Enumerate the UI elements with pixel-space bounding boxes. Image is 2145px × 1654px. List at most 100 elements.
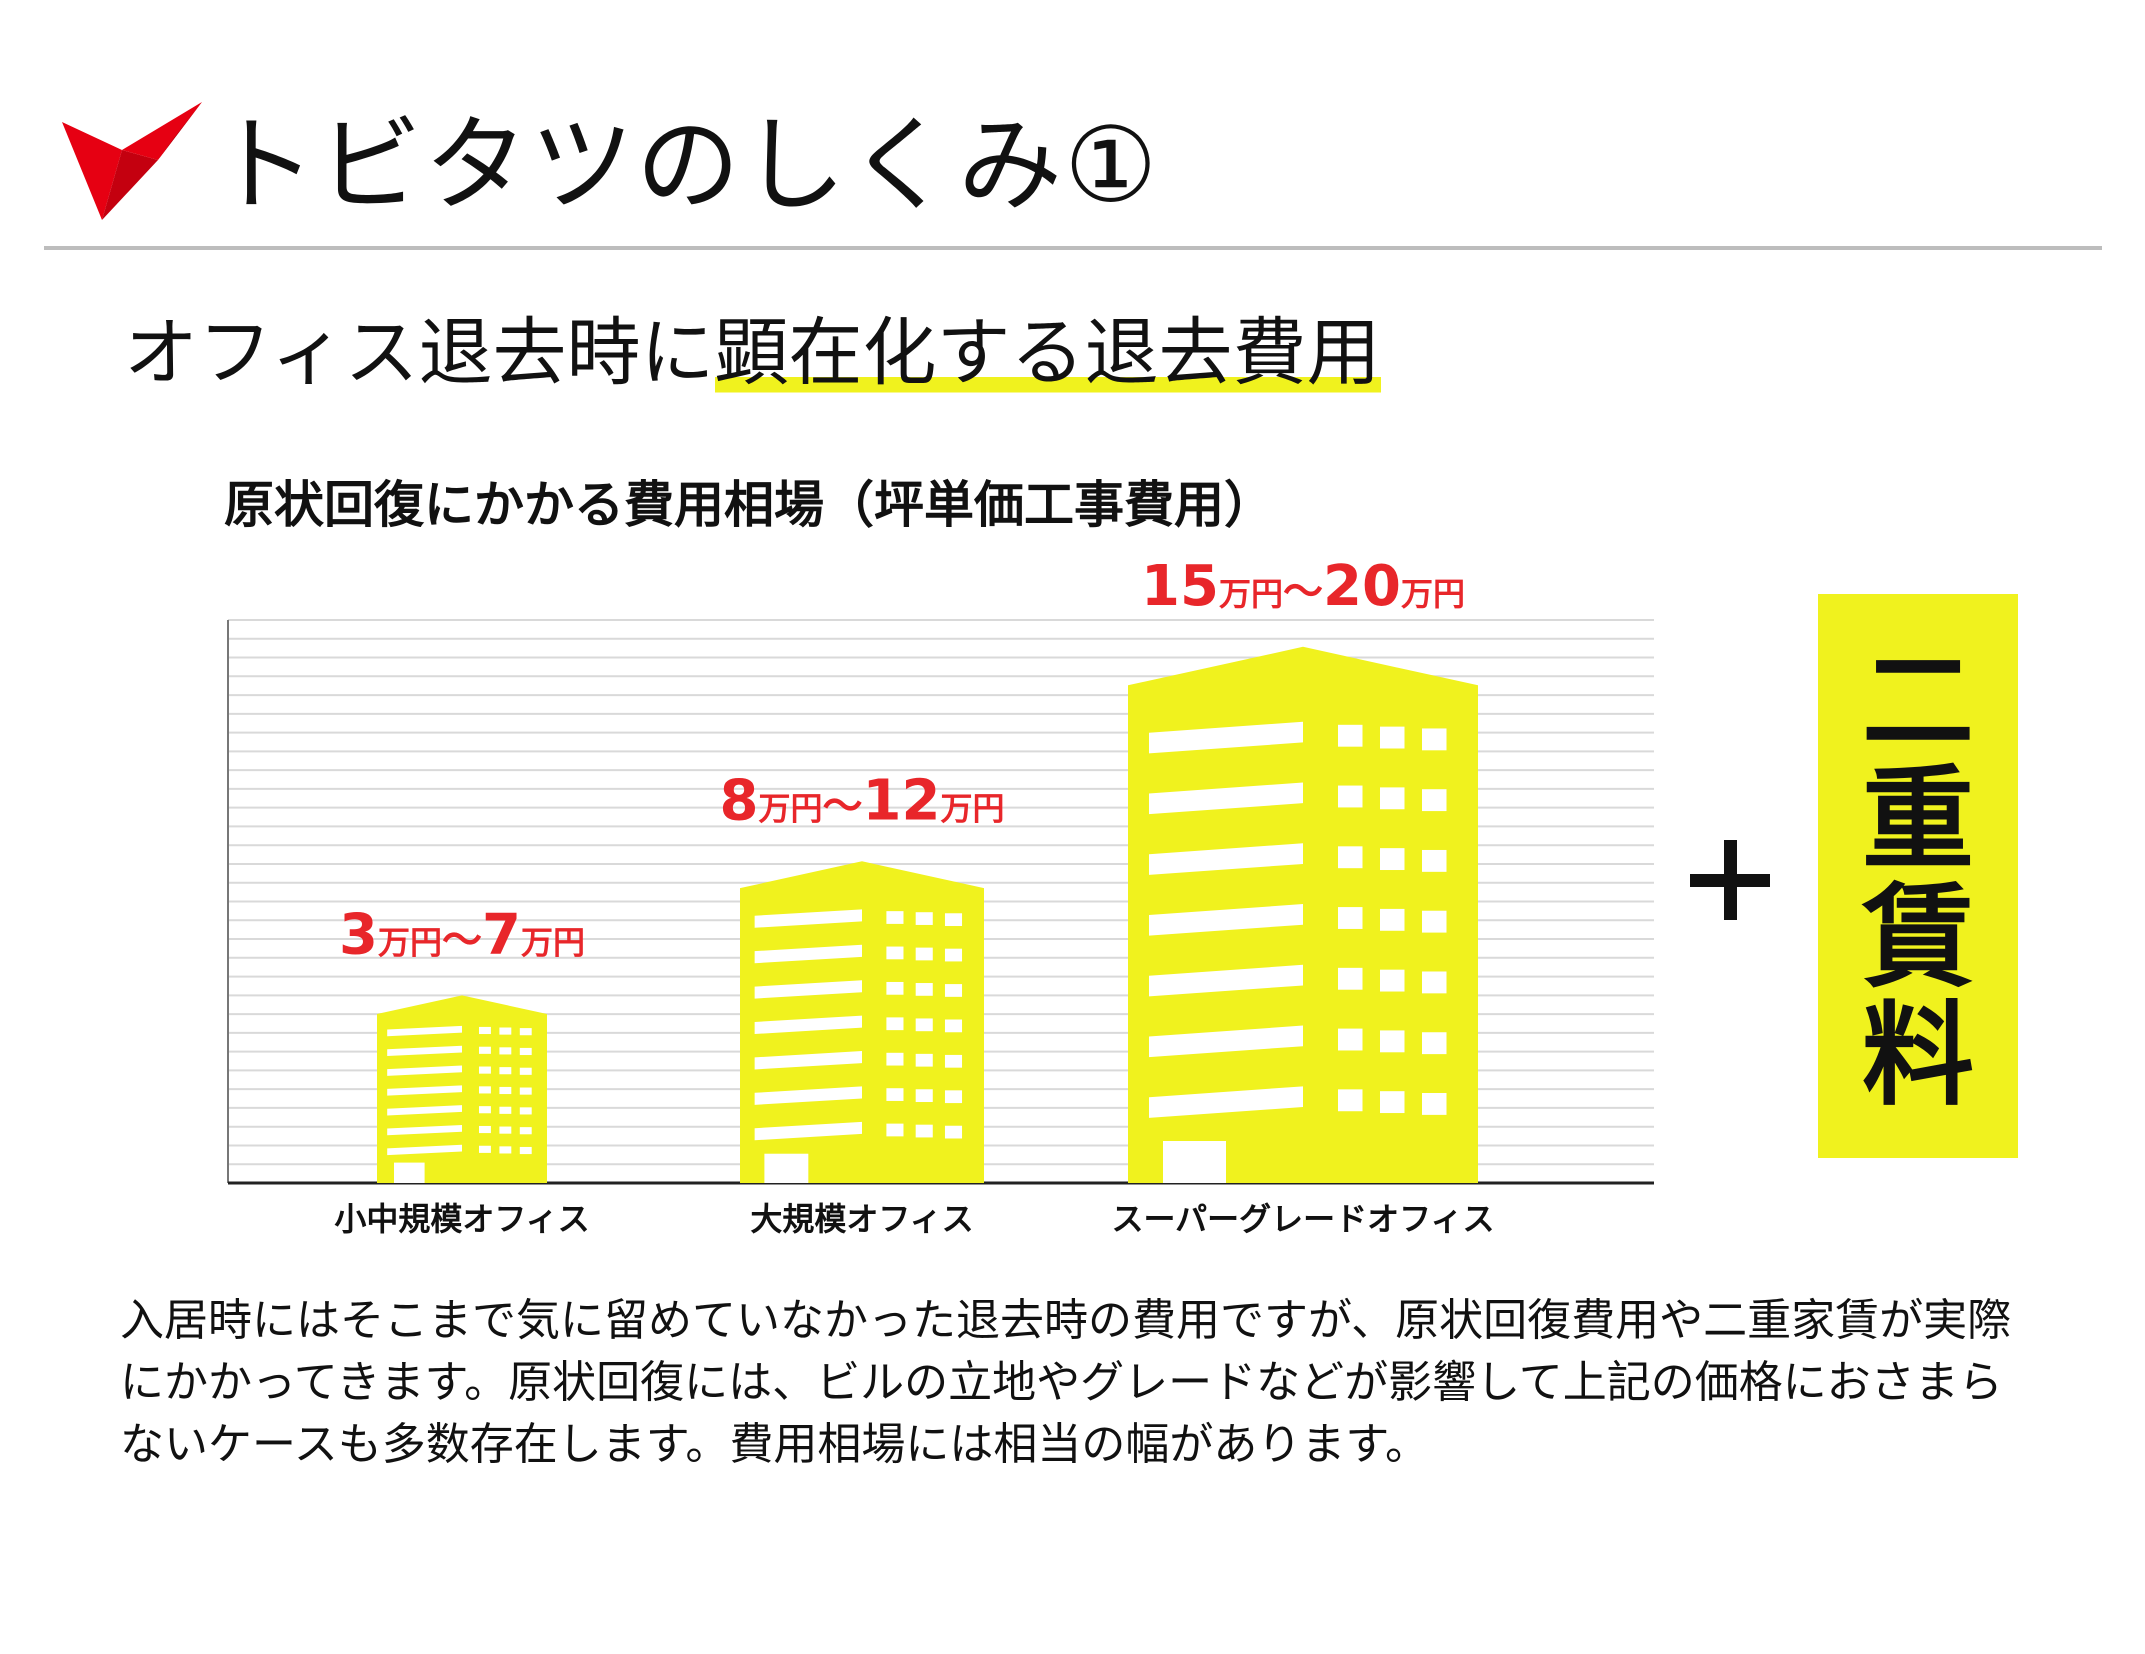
body-text-line: ないケースも多数存在します。費用相場には相当の幅があります。 — [120, 1419, 1429, 1470]
building-window-stripe — [1149, 1025, 1303, 1058]
price-label-part: 〜 — [442, 917, 482, 963]
building-window-stripe — [1149, 964, 1303, 997]
building-window-stripe — [387, 1025, 462, 1037]
building-window — [944, 1125, 963, 1139]
building-window-stripe — [754, 944, 862, 964]
building-window — [1422, 910, 1447, 933]
title-divider — [44, 246, 2102, 250]
building-window — [1422, 728, 1447, 751]
double-rent-char: 賃 — [1862, 873, 1974, 1003]
building-window-stripe — [1149, 721, 1303, 754]
building-window — [886, 946, 904, 960]
building-window — [519, 1067, 532, 1075]
price-label-part: 万円 — [940, 789, 1004, 827]
double-rent-char: 料 — [1862, 991, 1974, 1121]
building-window — [1338, 907, 1363, 929]
building-window — [944, 1019, 963, 1033]
building-window — [499, 1146, 512, 1154]
price-label-part: 万円 — [1219, 575, 1283, 613]
building-window — [886, 1123, 904, 1137]
building-window — [499, 1067, 512, 1075]
building-window — [1422, 1093, 1447, 1115]
building-window — [1422, 849, 1447, 872]
building-window-stripe — [1149, 843, 1303, 875]
building-window — [519, 1127, 532, 1135]
price-label-part: 〜 — [823, 783, 863, 829]
building-window — [1338, 1028, 1363, 1051]
building-window — [499, 1027, 512, 1035]
subtitle-highlight: 顕在化する退去費用 — [714, 310, 1381, 396]
building-window — [499, 1047, 512, 1055]
building-window — [915, 983, 933, 996]
building-window — [519, 1146, 532, 1155]
price-label: 3万円〜7万円 — [339, 902, 585, 967]
price-label-part: 8 — [720, 768, 759, 833]
price-label-part: 12 — [863, 768, 941, 833]
building-window — [1380, 1030, 1405, 1053]
subtitle: オフィス退去時に顕在化する退去費用 — [124, 305, 1381, 401]
body-text: 入居時にはそこまで気に留めていなかった退去時の費用ですが、原状回復費用や二重家賃… — [120, 1290, 2040, 1476]
building-window — [886, 1052, 904, 1066]
building-window — [1422, 789, 1447, 812]
building-window — [886, 981, 904, 995]
body-text-line: 入居時にはそこまで気に留めていなかった退去時の費用ですが、原状回復費用や二重家賃… — [120, 1295, 2012, 1346]
building-window — [944, 1054, 963, 1068]
building-window — [499, 1086, 512, 1095]
building-window — [886, 1088, 904, 1101]
price-label: 15万円〜20万円 — [1141, 554, 1465, 619]
paper-crane-logo-icon — [62, 102, 202, 220]
building-window — [499, 1126, 512, 1134]
building-window — [499, 1106, 512, 1114]
price-label-part: 3 — [339, 902, 378, 967]
building-window — [1380, 1091, 1405, 1114]
building-window — [1338, 1089, 1363, 1112]
building-bar — [377, 995, 547, 1183]
price-label-part: 7 — [482, 902, 521, 967]
building-window — [1380, 969, 1405, 992]
price-label-part: 万円 — [378, 923, 442, 961]
building-window — [1338, 846, 1363, 869]
building-window-stripe — [387, 1144, 462, 1156]
building-window — [915, 1053, 933, 1067]
category-label: スーパーグレードオフィス — [1111, 1200, 1494, 1238]
building-window — [944, 984, 963, 997]
plus-icon — [1690, 840, 1770, 920]
building-window-stripe — [1149, 904, 1303, 936]
building-window-stripe — [387, 1085, 462, 1096]
building-window — [1422, 1032, 1447, 1055]
category-label: 大規模オフィス — [750, 1200, 973, 1238]
category-label: 小中規模オフィス — [334, 1200, 589, 1238]
building-window — [1422, 971, 1447, 994]
building-window-stripe — [387, 1065, 462, 1076]
building-window — [479, 1086, 491, 1094]
price-label-part: 万円 — [521, 923, 585, 961]
price-label-part: 万円 — [1401, 575, 1465, 613]
building-window — [944, 913, 963, 927]
building-window — [886, 911, 904, 924]
double-rent-box: 二重賃料 — [1818, 594, 2018, 1158]
price-label: 8万円〜12万円 — [720, 768, 1005, 833]
building-window-stripe — [387, 1105, 462, 1116]
chart-title: 原状回復にかかる費用相場（坪単価工事費用） — [224, 476, 1274, 534]
building-window — [944, 948, 963, 962]
building-window — [479, 1145, 491, 1153]
building-window — [1380, 787, 1405, 810]
double-rent-char: 二 — [1862, 637, 1974, 767]
building-bar — [740, 861, 984, 1183]
building-door — [394, 1162, 425, 1183]
building-window-stripe — [1149, 1086, 1303, 1118]
building-window — [944, 1090, 963, 1104]
building-window — [1380, 908, 1405, 931]
building-window-stripe — [754, 909, 862, 928]
building-window — [1338, 785, 1363, 808]
price-label-part: 15 — [1141, 554, 1219, 619]
building-window — [915, 947, 933, 961]
double-rent-char: 重 — [1862, 755, 1974, 885]
building-window-stripe — [1149, 782, 1303, 815]
building-window — [1338, 724, 1363, 747]
body-text-line: にかかってきます。原状回復には、ビルの立地やグレードなどが影響して上記の価格にお… — [120, 1357, 2003, 1408]
building-door — [764, 1153, 809, 1183]
building-window — [479, 1125, 491, 1134]
building-window-stripe — [754, 980, 862, 999]
